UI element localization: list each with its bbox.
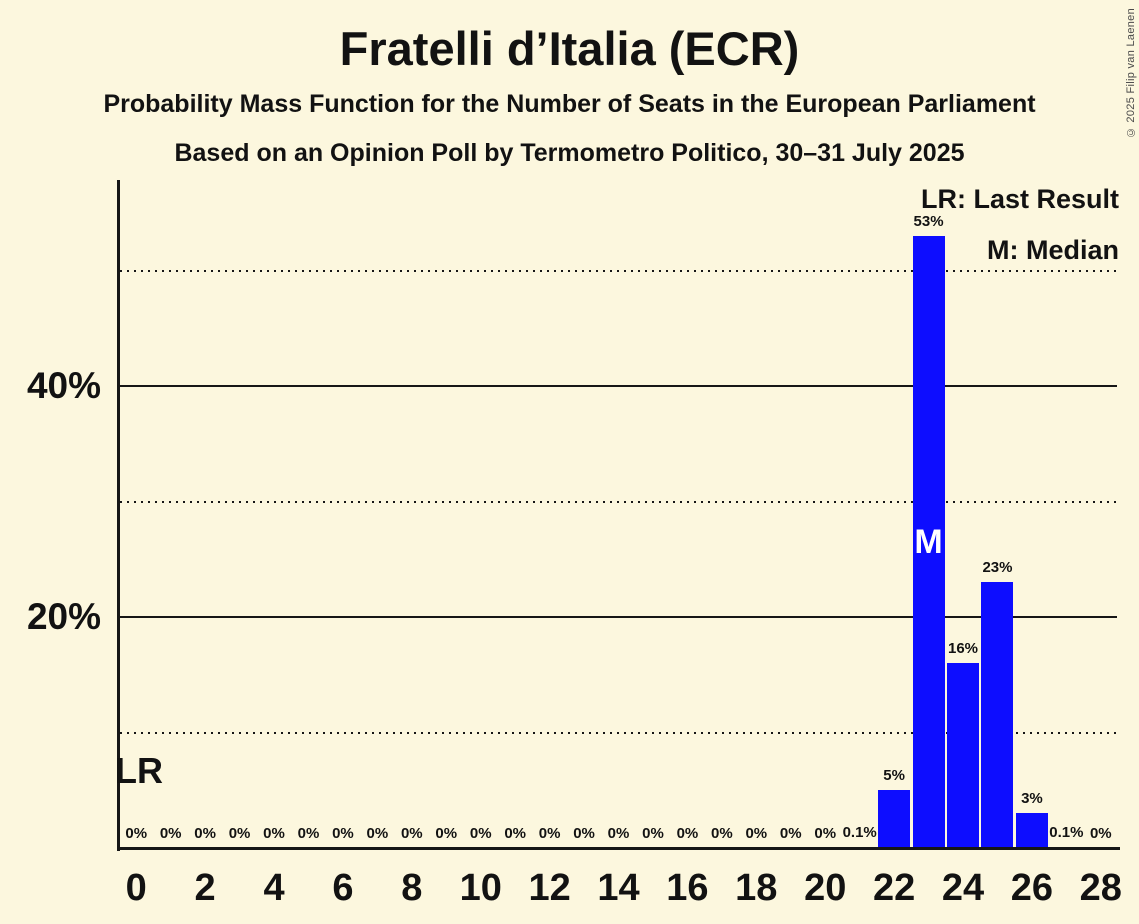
plot-area: LR M 0% 0% 0% 0% 0% 0% 0% 0% 0% 0% 0% 0% 0% 0% 0% 0% 0% 0… <box>115 180 1118 848</box>
gridline-solid-40pct <box>120 385 1117 387</box>
x-axis-tick-label-12: 12 <box>528 867 571 909</box>
x-axis-tick-label-2: 2 <box>194 867 216 909</box>
probability-bar-seat-24 <box>947 663 979 848</box>
bar-value-label-seat-25: 23% <box>982 559 1013 577</box>
bar-value-label-seat-9: 0% <box>435 825 458 842</box>
probability-bar-seat-25 <box>981 582 1014 848</box>
x-axis-line <box>117 847 1120 850</box>
bar-value-label-seat-11: 0% <box>504 825 527 842</box>
chart-source-line: Based on an Opinion Poll by Termometro P… <box>174 139 965 167</box>
x-axis-tick-label-18: 18 <box>735 867 778 909</box>
x-axis-tick-label-22: 22 <box>872 867 916 909</box>
bar-value-label-seat-3: 0% <box>228 825 251 842</box>
x-axis-tick-label-26: 26 <box>1010 867 1054 909</box>
x-axis-tick-label-24: 24 <box>941 867 985 909</box>
bar-value-label-seat-7: 0% <box>366 825 389 842</box>
y-axis-label-40pct: 40% <box>26 365 101 406</box>
bar-value-label-seat-5: 0% <box>297 825 320 842</box>
x-axis-tick-label-28: 28 <box>1079 867 1122 909</box>
gridline-solid-20pct <box>120 616 1117 618</box>
bar-value-label-seat-13: 0% <box>573 825 595 842</box>
x-axis-tick-label-10: 10 <box>459 867 502 909</box>
chart-title: Fratelli d’Italia (ECR) <box>339 22 800 75</box>
probability-bar-seat-26 <box>1015 813 1048 848</box>
bar-value-label-seat-24: 16% <box>948 640 979 658</box>
chart-subtitle: Probability Mass Function for the Number… <box>103 90 1036 118</box>
bar-value-label-seat-12: 0% <box>538 825 561 842</box>
bar-value-label-seat-20: 0% <box>814 825 837 842</box>
x-axis-tick-label-6: 6 <box>332 867 354 909</box>
bar-value-label-seat-16: 0% <box>676 825 699 842</box>
gridline-dotted-30pct <box>120 500 1117 503</box>
probability-bar-seat-22 <box>878 790 911 848</box>
x-axis-tick-label-16: 16 <box>666 867 709 909</box>
legend-median-label: M: Median <box>987 235 1119 265</box>
bar-value-label-seat-22: 5% <box>883 767 905 785</box>
bar-value-label-seat-23: 53% <box>913 212 944 230</box>
bar-value-label-seat-15: 0% <box>642 825 664 842</box>
x-axis-tick-label-4: 4 <box>263 867 285 909</box>
bar-value-label-seat-14: 0% <box>607 825 630 842</box>
copyright-notice: © 2025 Filip van Laenen <box>1125 8 1137 139</box>
bar-value-label-seat-10: 0% <box>469 825 492 842</box>
bar-value-label-seat-17: 0% <box>711 825 733 842</box>
x-axis-tick-label-14: 14 <box>597 867 640 909</box>
bar-value-label-seat-28: 0% <box>1089 825 1112 842</box>
bar-value-label-seat-0: 0% <box>125 825 148 842</box>
gridline-dotted-50pct <box>120 269 1117 272</box>
bar-value-label-seat-2: 0% <box>194 825 216 842</box>
bar-value-label-seat-6: 0% <box>332 825 354 842</box>
bar-value-label-seat-27: 0.1% <box>1049 823 1084 841</box>
bar-value-label-seat-18: 0% <box>745 825 768 842</box>
x-axis-tick-label-0: 0 <box>125 867 147 909</box>
legend-last-result-label: LR: Last Result <box>920 184 1119 214</box>
bar-value-label-seat-8: 0% <box>400 825 423 842</box>
bar-value-label-seat-19: 0% <box>779 825 802 842</box>
bar-value-label-seat-4: 0% <box>263 825 285 842</box>
probability-bar-seat-23 <box>912 235 945 848</box>
x-axis-tick-label-8: 8 <box>401 867 423 909</box>
y-axis-line <box>117 180 120 851</box>
bar-value-label-seat-1: 0% <box>159 825 182 842</box>
y-axis-label-20pct: 20% <box>26 596 101 637</box>
gridline-dotted-10pct <box>120 731 1117 734</box>
x-axis-tick-label-20: 20 <box>804 867 847 909</box>
bar-value-label-seat-21: 0.1% <box>842 823 877 841</box>
bar-value-label-seat-26: 3% <box>1021 790 1043 808</box>
median-marker-label: M <box>914 522 943 561</box>
last-result-marker-label: LR <box>115 750 163 791</box>
